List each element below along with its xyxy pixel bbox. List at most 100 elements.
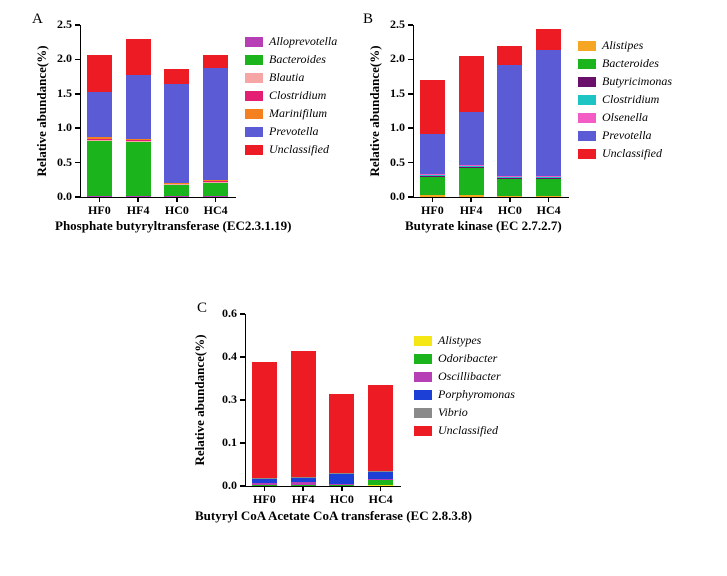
bar-segment <box>497 177 522 178</box>
y-tick-label: 2.5 <box>45 17 72 32</box>
x-tick <box>380 486 382 491</box>
legend-item: Alistypes <box>414 333 515 348</box>
legend-item: Unclassified <box>578 146 672 161</box>
x-tick-label: HC0 <box>498 203 522 218</box>
bar-segment <box>164 183 189 184</box>
bar-segment <box>329 484 354 485</box>
bar-segment <box>164 183 189 184</box>
bar-segment <box>164 184 189 185</box>
x-tick-label: HF4 <box>292 492 315 507</box>
bar-segment <box>126 139 151 140</box>
bar-segment <box>126 75 151 139</box>
bar-segment <box>497 178 522 195</box>
y-tick <box>408 59 413 61</box>
legend-label: Marinifilum <box>269 106 327 121</box>
bar-segment <box>536 177 561 178</box>
legend-item: Marinifilum <box>245 106 337 121</box>
bar-segment <box>126 39 151 75</box>
y-tick <box>75 24 80 26</box>
x-tick-label: HF0 <box>253 492 276 507</box>
y-tick-label: 0.5 <box>45 155 72 170</box>
x-axis-title-C: Butyryl CoA Acetate CoA transferase (EC … <box>195 508 472 524</box>
x-tick <box>215 197 217 202</box>
x-tick <box>509 197 511 202</box>
x-tick-label: HF4 <box>460 203 483 218</box>
legend-label: Vibrio <box>438 405 468 420</box>
legend-label: Porphyromonas <box>438 387 515 402</box>
bar-segment <box>203 180 228 181</box>
legend-B: AlistipesBacteroidesButyricimonasClostri… <box>578 38 672 164</box>
legend-item: Alloprevotella <box>245 34 337 49</box>
bar-segment <box>536 176 561 177</box>
legend-swatch <box>245 91 263 101</box>
bar-segment <box>164 185 189 197</box>
legend-swatch <box>578 113 596 123</box>
legend-item: Bacteroides <box>245 52 337 67</box>
bar-segment <box>497 65 522 176</box>
y-tick <box>240 442 245 444</box>
bar-segment <box>203 68 228 181</box>
legend-swatch <box>245 55 263 65</box>
bar-segment <box>252 478 277 479</box>
y-tick-label: 1.0 <box>378 120 405 135</box>
bar-segment <box>368 472 393 478</box>
legend-item: Olsenella <box>578 110 672 125</box>
bar-segment <box>203 55 228 68</box>
bar-segment <box>497 178 522 179</box>
legend-swatch <box>245 73 263 83</box>
bar-segment <box>291 482 316 485</box>
bar-segment <box>420 175 445 176</box>
bar-segment <box>87 139 112 140</box>
y-tick-label: 2.0 <box>45 51 72 66</box>
x-tick <box>470 197 472 202</box>
legend-swatch <box>245 37 263 47</box>
bar-segment <box>329 473 354 474</box>
bar-segment <box>329 394 354 473</box>
y-tick <box>408 162 413 164</box>
bar-segment <box>164 69 189 84</box>
legend-swatch <box>414 408 432 418</box>
bar-segment <box>459 195 484 197</box>
bar-segment <box>459 165 484 166</box>
bar-segment <box>420 174 445 175</box>
y-tick <box>240 356 245 358</box>
legend-label: Butyricimonas <box>602 74 672 89</box>
legend-item: Vibrio <box>414 405 515 420</box>
legend-swatch <box>414 390 432 400</box>
bar-segment <box>536 29 561 50</box>
bar-segment <box>368 471 393 472</box>
bar-segment <box>368 479 393 480</box>
legend-swatch <box>578 131 596 141</box>
bar-segment <box>203 183 228 197</box>
legend-label: Unclassified <box>269 142 329 157</box>
x-tick-label: HC4 <box>204 203 228 218</box>
bar-segment <box>291 478 316 482</box>
x-tick-label: HF0 <box>88 203 111 218</box>
bar-segment <box>368 485 393 486</box>
bar-segment <box>252 485 277 486</box>
legend-swatch <box>578 77 596 87</box>
bar-segment <box>329 485 354 486</box>
legend-item: Prevotella <box>578 128 672 143</box>
x-tick-label: HF4 <box>127 203 150 218</box>
bar-segment <box>368 385 393 471</box>
bar-segment <box>329 485 354 486</box>
legend-label: Alistypes <box>438 333 481 348</box>
bar-segment <box>87 140 112 141</box>
bar-segment <box>420 80 445 134</box>
bar-segment <box>87 137 112 138</box>
y-tick <box>75 162 80 164</box>
bar-segment <box>291 485 316 486</box>
y-tick <box>408 24 413 26</box>
legend-swatch <box>245 145 263 155</box>
legend-item: Unclassified <box>414 423 515 438</box>
bar-segment <box>536 196 561 197</box>
x-axis-title-A: Phosphate butyryltransferase (EC2.3.1.19… <box>55 218 292 234</box>
bar-segment <box>126 141 151 196</box>
legend-label: Bacteroides <box>602 56 659 71</box>
bar-segment <box>497 196 522 197</box>
legend-swatch <box>414 372 432 382</box>
x-tick <box>176 197 178 202</box>
x-tick <box>432 197 434 202</box>
x-tick <box>548 197 550 202</box>
